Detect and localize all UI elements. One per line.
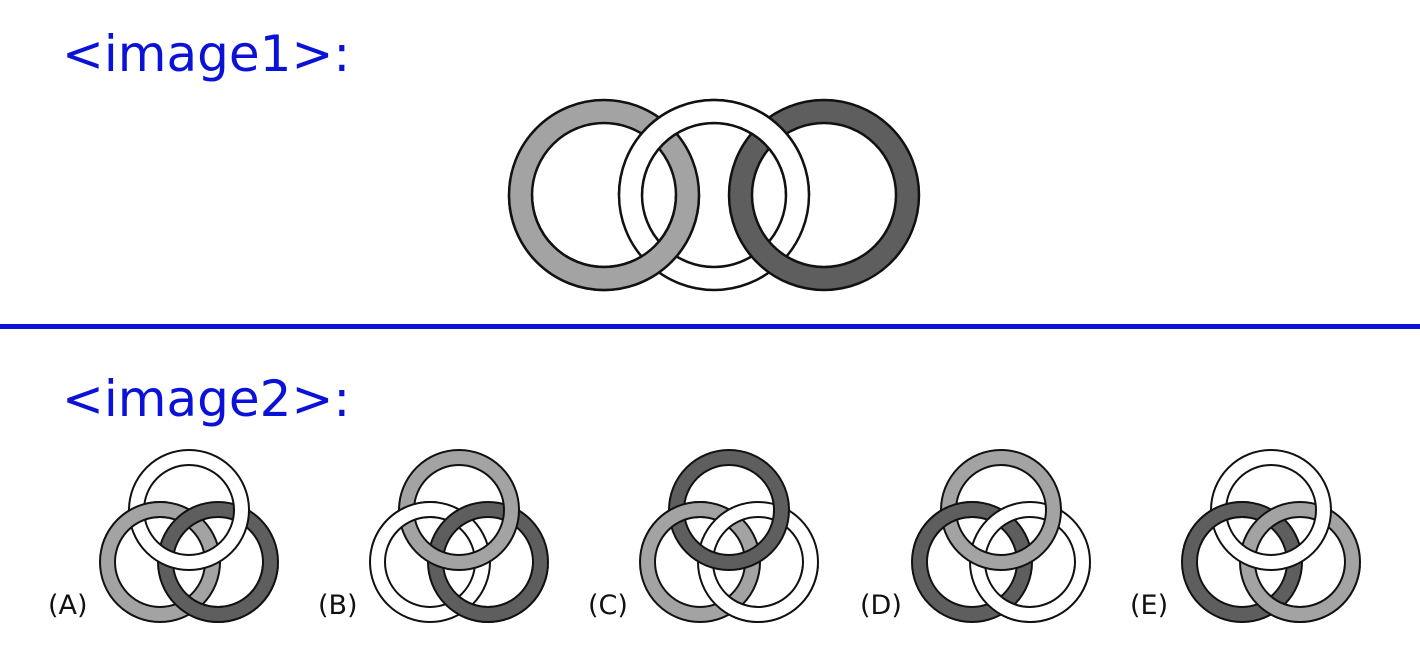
option-e-label: (E) bbox=[1130, 590, 1169, 621]
option-e-ring-top bbox=[1209, 449, 1333, 571]
option-a-ring-top bbox=[127, 449, 251, 571]
option-d-rings-figure bbox=[910, 449, 1092, 623]
option-e[interactable]: (E) bbox=[1130, 440, 1370, 630]
option-e-ring-right-over-segment bbox=[1270, 566, 1361, 623]
option-e-ring-left-over-segment bbox=[1183, 501, 1250, 546]
option-a-ring-right-over-segment bbox=[188, 566, 279, 623]
option-a-label: (A) bbox=[48, 590, 88, 621]
option-c-ring-left-over-segment bbox=[641, 501, 708, 546]
option-d[interactable]: (D) bbox=[860, 440, 1100, 630]
option-b-ring-top bbox=[397, 449, 521, 571]
option-c-ring-top bbox=[667, 449, 791, 571]
section-divider bbox=[0, 324, 1420, 329]
three-ring-chain-figure bbox=[507, 98, 921, 292]
option-b-ring-right-over-segment bbox=[458, 566, 549, 623]
option-d-ring-left-over-segment bbox=[913, 501, 980, 546]
option-c-label: (C) bbox=[588, 590, 628, 621]
image2-heading: <image2>: bbox=[62, 370, 351, 428]
chain-ring-left-over-segment bbox=[507, 195, 701, 292]
option-b-ring-left-over-segment bbox=[371, 501, 438, 546]
option-b[interactable]: (B) bbox=[318, 440, 558, 630]
chain-ring-middle-over-segment bbox=[617, 98, 811, 195]
image1-heading: <image1>: bbox=[62, 25, 351, 83]
option-c[interactable]: (C) bbox=[588, 440, 828, 630]
option-d-ring-right-over-segment bbox=[1000, 566, 1091, 623]
option-a[interactable]: (A) bbox=[48, 440, 288, 630]
option-a-rings-figure bbox=[98, 449, 280, 623]
option-b-rings-figure bbox=[368, 449, 550, 623]
option-d-label: (D) bbox=[860, 590, 902, 621]
option-c-rings-figure bbox=[638, 449, 820, 623]
option-a-ring-left-over-segment bbox=[101, 501, 168, 546]
option-e-rings-figure bbox=[1180, 449, 1362, 623]
option-c-ring-right-over-segment bbox=[728, 566, 819, 623]
option-d-ring-top bbox=[939, 449, 1063, 571]
option-b-label: (B) bbox=[318, 590, 358, 621]
